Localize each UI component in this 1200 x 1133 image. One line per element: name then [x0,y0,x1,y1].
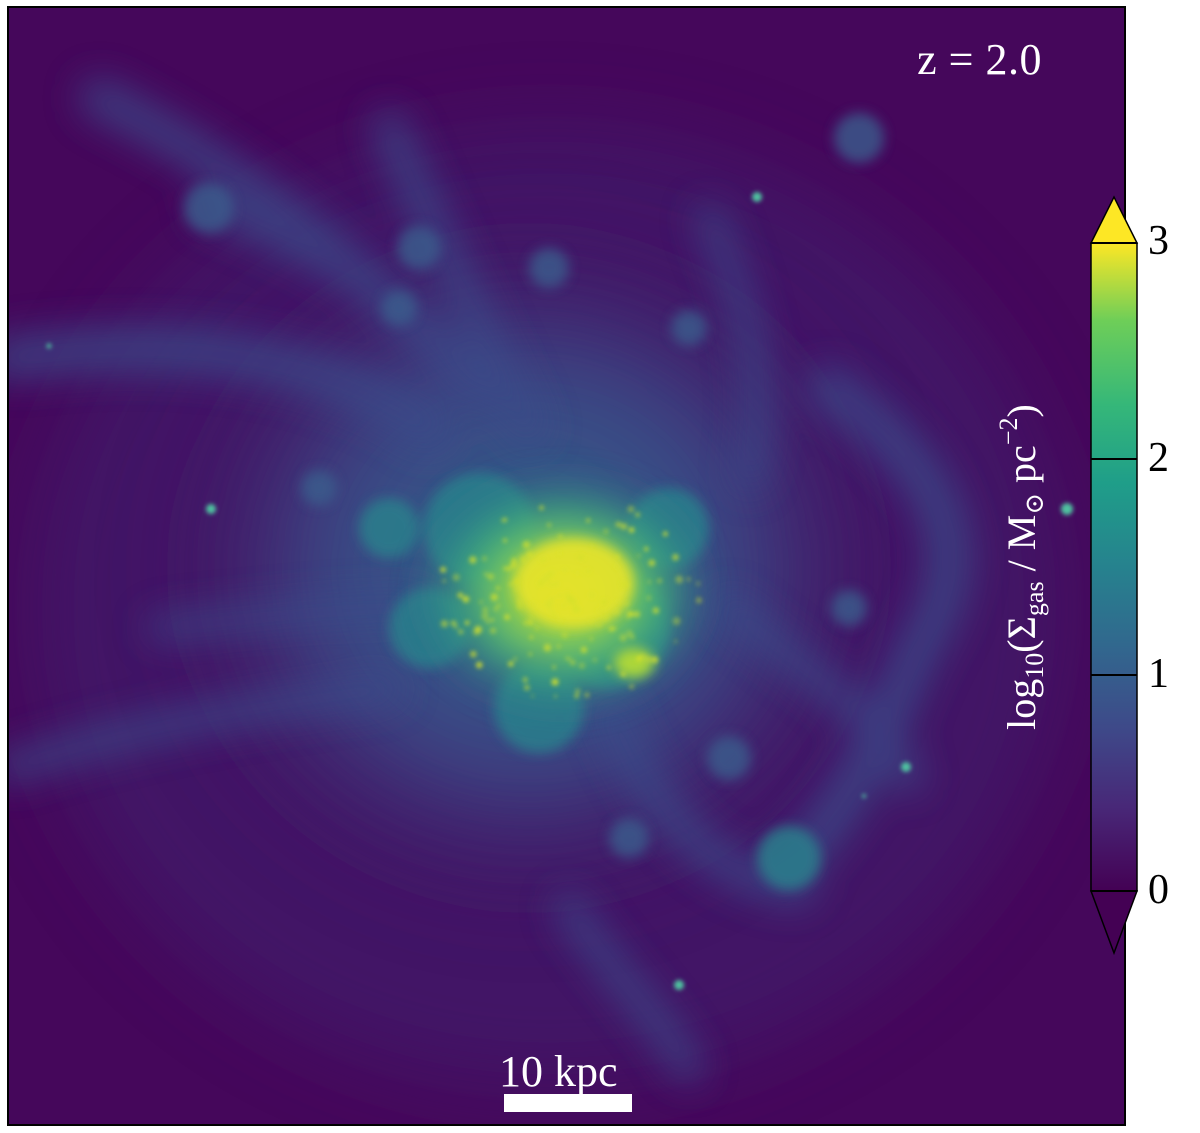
colorbar-tick-label-3: 3 [1148,218,1169,264]
gas-density-map [9,8,1124,1124]
colorbar-tick-label-2: 2 [1148,435,1169,481]
colorbar-gradient [1090,242,1138,892]
colorbar-min-extend [1089,890,1139,956]
density-map-panel: z = 2.0 10 kpc [7,6,1126,1126]
scalebar-bar [504,1094,632,1112]
redshift-label: z = 2.0 [917,35,1042,84]
colorbar-max-extend [1089,195,1139,244]
colorbar [1089,195,1139,956]
scalebar-label: 10 kpc [499,1047,618,1096]
colorbar-tick-label-1: 1 [1148,651,1169,697]
colorbar-label: log10(Σgas / M⊙ pc−2) [994,404,1049,730]
colorbar-tick-label-0: 0 [1148,867,1169,913]
